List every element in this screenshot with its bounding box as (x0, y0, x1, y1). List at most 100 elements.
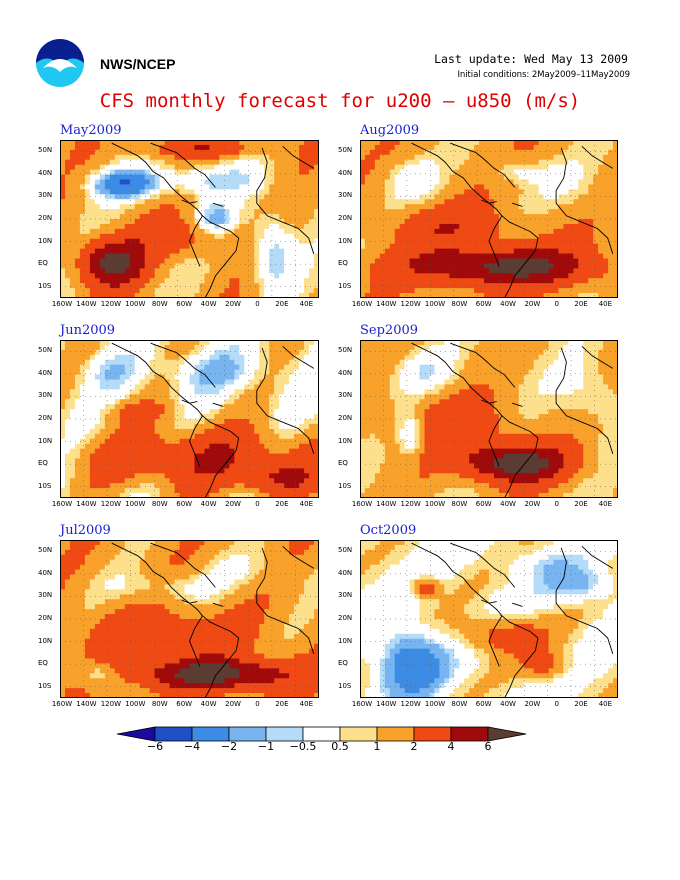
colorbar-label: −2 (220, 740, 238, 753)
lon-label: 100W (125, 700, 146, 708)
agency-label: NWS/NCEP (100, 56, 176, 72)
lat-label: 50N (38, 346, 53, 355)
lon-label: 0 (554, 300, 559, 308)
lon-label: 120W (100, 700, 122, 708)
lat-label: EQ (338, 659, 348, 668)
colorbar-label: 6 (484, 740, 492, 753)
lon-label: 40E (598, 700, 613, 708)
forecast-map (360, 540, 618, 698)
lon-label: 20E (574, 500, 588, 508)
lat-label: 20N (38, 414, 53, 422)
lat-label: 10N (38, 636, 53, 645)
lon-label: 40E (598, 500, 613, 508)
lon-label: 20W (524, 500, 541, 508)
lon-label: 60W (475, 700, 492, 708)
lon-label: 140W (76, 300, 97, 308)
lon-label: 140W (376, 500, 397, 508)
lon-label: 100W (424, 700, 446, 708)
lon-label: 120W (400, 300, 421, 308)
colorbar-labels: −6 −4 −2 −1 −0.5 0.5 1 2 4 6 (0, 740, 680, 756)
lon-label: 20W (225, 500, 241, 508)
lat-label: 40N (338, 568, 353, 577)
lat-label: 10S (38, 481, 52, 490)
initial-conditions-text: Initial conditions: 2May2009–11May2009 (457, 70, 630, 80)
lat-label: 20N (38, 214, 53, 222)
lat-label: 50N (38, 546, 53, 555)
lat-label: 30N (338, 191, 353, 200)
lon-label: 40W (500, 500, 516, 508)
panel-title: Aug2009 (360, 123, 420, 138)
colorbar-segment (154, 726, 193, 742)
lon-label: 140W (376, 700, 397, 708)
lat-label: 40N (38, 168, 53, 177)
lon-label: 80W (151, 500, 168, 508)
lon-label: 40W (500, 700, 516, 708)
lon-label: 40W (200, 300, 217, 308)
colorbar-label: 0.5 (331, 740, 349, 753)
panel-title: Jul2009 (60, 523, 111, 538)
lat-label: 10S (338, 681, 352, 690)
lat-label: 10S (338, 481, 352, 490)
panel-title: May2009 (60, 123, 122, 138)
lon-label: 0 (554, 700, 559, 708)
lon-label: 20W (225, 700, 241, 708)
lon-label: 20W (524, 700, 541, 708)
lon-label: 160W (351, 300, 373, 308)
forecast-map-field (360, 340, 618, 498)
lat-label: 10N (338, 236, 353, 245)
lon-label: 20W (225, 300, 241, 308)
lon-label: 20E (275, 700, 289, 708)
forecast-map (60, 140, 319, 298)
lat-label: 50N (38, 146, 53, 155)
lon-label: 120W (400, 500, 421, 508)
colorbar-segment (339, 726, 378, 742)
lat-label: 10N (38, 436, 53, 445)
colorbar-segment (376, 726, 415, 742)
lon-label: 60W (176, 300, 193, 308)
lat-label: 20N (338, 614, 353, 622)
forecast-map (360, 140, 618, 298)
colorbar-label: 2 (410, 740, 418, 753)
lon-label: 40E (598, 300, 613, 308)
lat-label: EQ (338, 459, 348, 468)
lon-label: 120W (400, 700, 421, 708)
main-title: CFS monthly forecast for u200 – u850 (m/… (99, 90, 581, 112)
lat-label: 20N (338, 414, 353, 422)
lon-label: 140W (76, 500, 97, 508)
forecast-map-field (60, 540, 319, 698)
lon-label: 20E (574, 700, 588, 708)
forecast-map (60, 340, 319, 498)
lon-label: 40W (200, 700, 217, 708)
colorbar-label: −6 (146, 740, 164, 753)
colorbar (115, 724, 565, 744)
panel-title: Oct2009 (360, 523, 417, 538)
last-update-text: Last update: Wed May 13 2009 (434, 52, 628, 66)
colorbar-label: −4 (183, 740, 201, 753)
lat-label: EQ (38, 259, 48, 268)
lon-label: 0 (255, 300, 260, 308)
lon-label: 100W (424, 300, 446, 308)
lon-label: 160W (51, 300, 73, 308)
colorbar-low-arrow (116, 726, 156, 742)
forecast-map-field (60, 140, 319, 298)
forecast-map-field (360, 540, 618, 698)
lon-label: 160W (51, 500, 73, 508)
lat-label: 40N (338, 168, 353, 177)
lon-label: 140W (376, 300, 397, 308)
lon-label: 40W (500, 300, 516, 308)
colorbar-segment (228, 726, 267, 742)
panel-title: Sep2009 (360, 323, 419, 338)
colorbar-high-arrow (487, 726, 527, 742)
lon-label: 60W (475, 300, 492, 308)
lon-label: 100W (424, 500, 446, 508)
forecast-map-field (60, 340, 319, 498)
lon-label: 160W (51, 700, 73, 708)
forecast-map (360, 340, 618, 498)
lat-label: 50N (338, 146, 353, 155)
colorbar-segment (191, 726, 230, 742)
lat-label: 30N (38, 191, 53, 200)
noaa-logo (35, 38, 85, 88)
lat-label: 40N (38, 368, 53, 377)
lon-label: 60W (176, 700, 193, 708)
lat-label: 50N (338, 346, 353, 355)
